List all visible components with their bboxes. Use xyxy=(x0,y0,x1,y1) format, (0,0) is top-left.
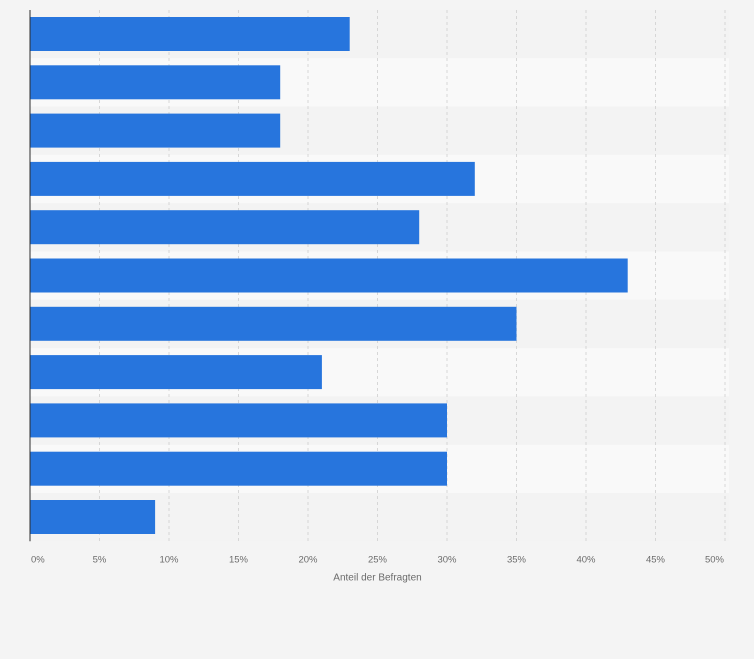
bars xyxy=(30,17,628,534)
x-tick-label: 35% xyxy=(507,554,527,565)
bar xyxy=(30,258,628,293)
x-tick-label: 15% xyxy=(229,554,249,565)
bar xyxy=(30,161,475,196)
x-tick-label: 45% xyxy=(646,554,666,565)
bar xyxy=(30,403,447,438)
bar xyxy=(30,500,156,534)
bar xyxy=(30,355,322,390)
x-tick-label: 5% xyxy=(93,554,107,565)
x-tick-label: 50% xyxy=(705,554,725,565)
bar xyxy=(30,17,350,51)
bar xyxy=(30,451,447,486)
x-tick-label: 30% xyxy=(437,554,457,565)
x-tick-labels: 0% 5% 10% 15% 20% 25% 30% 35% 40% 45% 50% xyxy=(31,554,725,565)
x-tick-label: 40% xyxy=(576,554,596,565)
x-axis-title: Anteil der Befragten xyxy=(333,572,421,583)
bar xyxy=(30,113,281,148)
bar xyxy=(30,65,281,100)
x-tick-label: 25% xyxy=(368,554,388,565)
x-tick-label: 20% xyxy=(298,554,318,565)
x-tick-label: 0% xyxy=(31,554,45,565)
bar xyxy=(30,306,517,341)
bar xyxy=(30,210,420,245)
x-tick-label: 10% xyxy=(159,554,179,565)
